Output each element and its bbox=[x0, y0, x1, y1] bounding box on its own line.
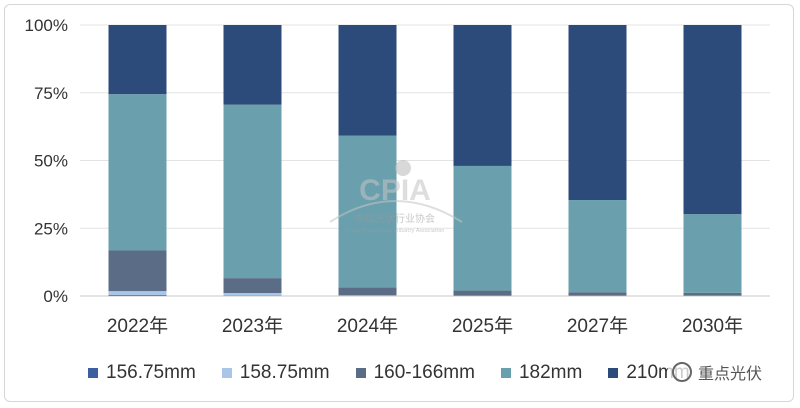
bar-segment bbox=[223, 278, 282, 294]
bar-segment bbox=[453, 165, 512, 291]
bar-segment bbox=[683, 214, 742, 293]
bar-segment bbox=[108, 291, 167, 296]
legend-label: 156.75mm bbox=[106, 362, 196, 383]
y-tick-label: 25% bbox=[34, 219, 68, 238]
bar-segment bbox=[338, 25, 397, 136]
y-tick-label: 50% bbox=[34, 152, 68, 171]
bar-segment bbox=[568, 25, 627, 201]
x-tick-label: 2030年 bbox=[682, 315, 743, 337]
x-tick-label: 2022年 bbox=[107, 315, 168, 337]
bar-segment bbox=[223, 293, 282, 296]
bar-segment bbox=[108, 25, 167, 95]
bar-segment bbox=[568, 200, 627, 293]
legend-label: 158.75mm bbox=[239, 362, 330, 383]
x-tick-label: 2023年 bbox=[222, 315, 283, 337]
bar-segment bbox=[683, 292, 742, 296]
y-tick-label: 0% bbox=[43, 287, 68, 306]
bar-segment bbox=[108, 94, 167, 251]
wechat-icon bbox=[672, 362, 692, 382]
legend-swatch bbox=[355, 368, 366, 378]
x-tick-label: 2025年 bbox=[452, 315, 513, 337]
bar-segment bbox=[223, 104, 282, 279]
legend-item: 160-166mm bbox=[355, 362, 475, 384]
chart-legend: 156.75mm 158.75mm 160-166mm 182mm 210mm bbox=[88, 362, 716, 384]
bar-segment bbox=[453, 25, 512, 166]
y-tick-label: 75% bbox=[34, 84, 68, 103]
bar-segment bbox=[108, 250, 167, 292]
watermark-swoosh bbox=[329, 200, 463, 223]
legend-item: 182mm bbox=[500, 362, 583, 384]
legend-label: 160-166mm bbox=[373, 362, 475, 383]
bar-segment bbox=[108, 295, 167, 296]
legend-swatch bbox=[221, 368, 232, 378]
bar-segment bbox=[568, 292, 627, 296]
legend-swatch bbox=[88, 368, 98, 378]
bar-segment bbox=[223, 25, 282, 105]
legend-item: 158.75mm bbox=[221, 362, 330, 384]
watermark-org-en: China Photovoltaic Industry Association bbox=[346, 228, 445, 234]
x-tick-label: 2027年 bbox=[567, 315, 628, 337]
legend-item: 156.75mm bbox=[88, 362, 196, 384]
y-tick-label: 100% bbox=[25, 16, 68, 35]
sun-icon bbox=[395, 160, 411, 176]
legend-swatch bbox=[500, 368, 511, 378]
legend-swatch bbox=[608, 368, 619, 378]
watermark-logo-text: CPIA bbox=[359, 174, 431, 207]
bar-segment bbox=[338, 295, 397, 296]
legend-label: 182mm bbox=[518, 362, 583, 383]
watermark-org-cn: 中国光伏行业协会 bbox=[355, 212, 435, 225]
cpia-watermark: CPIA 中国光伏行业协会 China Photovoltaic Industry … bbox=[329, 160, 463, 234]
source-badge: 重点光伏 bbox=[668, 358, 767, 386]
bar-segment bbox=[338, 287, 397, 296]
bar-segment bbox=[683, 25, 742, 215]
source-badge-text: 重点光伏 bbox=[698, 366, 763, 383]
bar-segment bbox=[453, 290, 512, 296]
x-tick-label: 2024年 bbox=[337, 315, 398, 337]
